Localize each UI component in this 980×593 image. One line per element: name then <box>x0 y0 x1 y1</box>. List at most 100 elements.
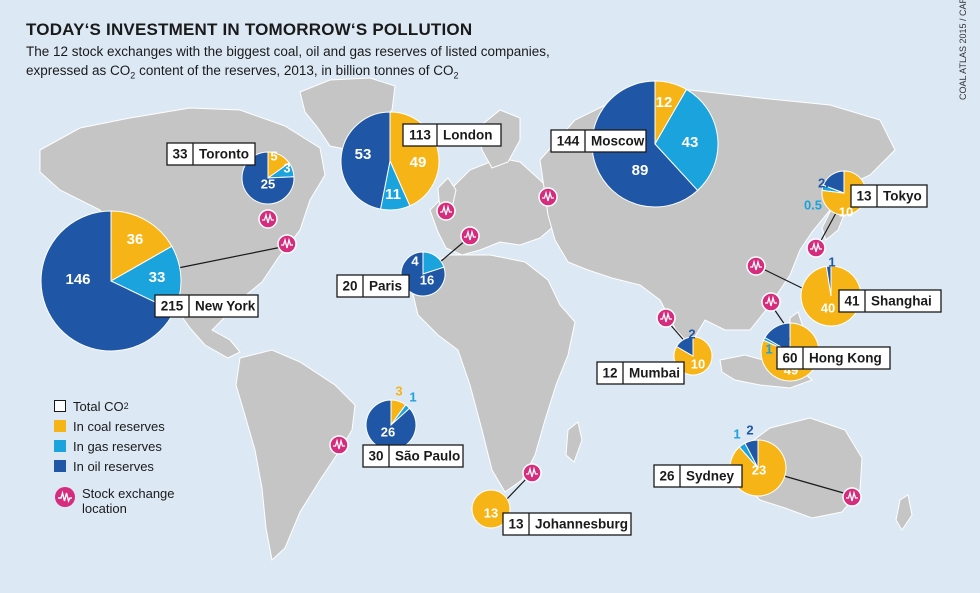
moscow-stock-exchange-icon <box>538 187 558 207</box>
sydney-oil-slice <box>744 439 759 469</box>
sao-paulo-oil-value: 26 <box>381 424 395 439</box>
subtitle-line-2: expressed as CO2 content of the reserves… <box>26 63 459 81</box>
shanghai-stock-exchange-icon <box>746 256 766 276</box>
moscow-name: Moscow <box>591 134 645 149</box>
sydney-gas-value: 1 <box>733 426 740 441</box>
shanghai-oil-value: 1 <box>828 254 835 269</box>
london-total: 113 <box>409 128 431 143</box>
london-name: London <box>443 128 492 143</box>
sydney-coal-value: 23 <box>752 462 766 477</box>
sydney-label-box: 26 Sydney <box>653 464 743 488</box>
tokyo-stock-exchange-icon <box>806 238 826 258</box>
tokyo-total: 13 <box>856 189 872 204</box>
new-york-oil-value: 146 <box>65 271 90 288</box>
page-title: TODAY‘S INVESTMENT IN TOMORROW‘S POLLUTI… <box>26 20 473 39</box>
johannesburg-total: 13 <box>508 517 524 532</box>
new-zealand-shape <box>895 494 913 531</box>
mumbai-oil-value: 2 <box>688 326 695 341</box>
sydney-stock-exchange-icon <box>842 487 862 507</box>
shanghai-total: 41 <box>844 294 860 309</box>
johannesburg-coal-value: 13 <box>484 505 498 520</box>
sydney-name: Sydney <box>686 469 735 484</box>
legend-coal: In coal reserves <box>54 416 175 436</box>
johannesburg-pie <box>471 489 511 529</box>
moscow-gas-value: 43 <box>682 134 699 151</box>
africa-shape <box>411 254 576 493</box>
sao-paulo-coal-value: 3 <box>395 383 402 398</box>
paris-stock-exchange-icon <box>460 226 480 246</box>
tokyo-oil-value: 2.5 <box>818 175 836 190</box>
stock-exchange-icon <box>55 487 75 507</box>
new-york-leader-line <box>177 246 283 269</box>
paris-pie <box>400 251 446 297</box>
johannesburg-coal-slice <box>471 489 511 529</box>
hong-kong-gas-value: 1 <box>765 341 772 356</box>
moscow-gas-slice <box>654 88 719 192</box>
new-york-pie <box>40 210 182 352</box>
paris-gas-value: 4 <box>411 253 419 268</box>
legend-total: Total CO 2 <box>54 396 175 416</box>
tokyo-label-box: 13 Tokyo <box>850 184 928 208</box>
shanghai-coal-value: 40 <box>821 300 835 315</box>
moscow-total: 144 <box>557 134 580 149</box>
toronto-stock-exchange-icon <box>258 209 278 229</box>
moscow-coal-value: 12 <box>656 94 673 111</box>
legend: Total CO 2 In coal reserves In gas reserv… <box>54 396 175 516</box>
toronto-oil-value: 25 <box>261 176 275 191</box>
paris-oil-slice <box>400 251 446 297</box>
london-gas-value: 11 <box>385 186 401 203</box>
shanghai-name: Shanghai <box>871 294 932 309</box>
new-york-name: New York <box>195 299 256 314</box>
paris-total: 20 <box>342 279 357 294</box>
johannesburg-name: Johannesburg <box>535 517 628 532</box>
tokyo-oil-slice <box>822 170 845 194</box>
london-stock-exchange-icon <box>436 201 456 221</box>
south-america-shape <box>235 349 356 561</box>
johannesburg-leader-line <box>505 476 529 501</box>
sao-paulo-name: São Paulo <box>395 449 460 464</box>
johannesburg-stock-exchange-icon <box>522 463 542 483</box>
mumbai-name: Mumbai <box>629 366 680 381</box>
subtitle: The 12 stock exchanges with the biggest … <box>26 42 550 86</box>
toronto-label-box: 33 Toronto <box>166 142 256 166</box>
paris-leader-line <box>439 239 467 263</box>
sydney-total: 26 <box>659 469 675 484</box>
paris-oil-value: 16 <box>420 272 434 287</box>
hong-kong-stock-exchange-icon <box>761 292 781 312</box>
new-york-coal-slice <box>110 210 173 282</box>
shanghai-oil-slice <box>825 265 832 297</box>
hong-kong-name: Hong Kong <box>809 351 882 366</box>
subtitle-line-1: The 12 stock exchanges with the biggest … <box>26 44 550 59</box>
toronto-name: Toronto <box>199 147 249 162</box>
shanghai-leader-line <box>760 267 807 291</box>
new-york-coal-value: 36 <box>127 231 144 248</box>
paris-label-box: 20 Paris <box>336 274 410 298</box>
sao-paulo-gas-value: 1 <box>409 389 416 404</box>
london-label-box: 113 London <box>402 123 502 147</box>
legend-oil: In oil reserves <box>54 456 175 476</box>
toronto-coal-value: 5 <box>270 148 277 163</box>
hong-kong-oil-slice <box>764 322 791 353</box>
tokyo-gas-value: 0.5 <box>804 197 822 212</box>
sydney-leader-line <box>783 475 848 495</box>
new-york-stock-exchange-icon <box>277 234 297 254</box>
hong-kong-total: 60 <box>782 351 797 366</box>
new-york-label-box: 215 New York <box>154 294 259 318</box>
hong-kong-label-box: 60 Hong Kong <box>776 346 891 370</box>
mumbai-coal-value: 10 <box>691 356 705 371</box>
sao-paulo-total: 30 <box>368 449 383 464</box>
legend-gas: In gas reserves <box>54 436 175 456</box>
mumbai-oil-slice <box>675 336 694 357</box>
tokyo-name: Tokyo <box>883 189 922 204</box>
sao-paulo-pie <box>365 399 417 451</box>
new-york-oil-slice <box>40 210 175 352</box>
new-york-gas-value: 33 <box>149 269 166 286</box>
sydney-oil-value: 2 <box>746 422 753 437</box>
new-york-total: 215 <box>161 299 184 314</box>
johannesburg-label-box: 13 Johannesburg <box>502 512 632 536</box>
moscow-label-box: 144 Moscow <box>550 129 647 153</box>
tokyo-coal-value: 10 <box>839 204 853 219</box>
london-coal-value: 49 <box>410 154 427 171</box>
